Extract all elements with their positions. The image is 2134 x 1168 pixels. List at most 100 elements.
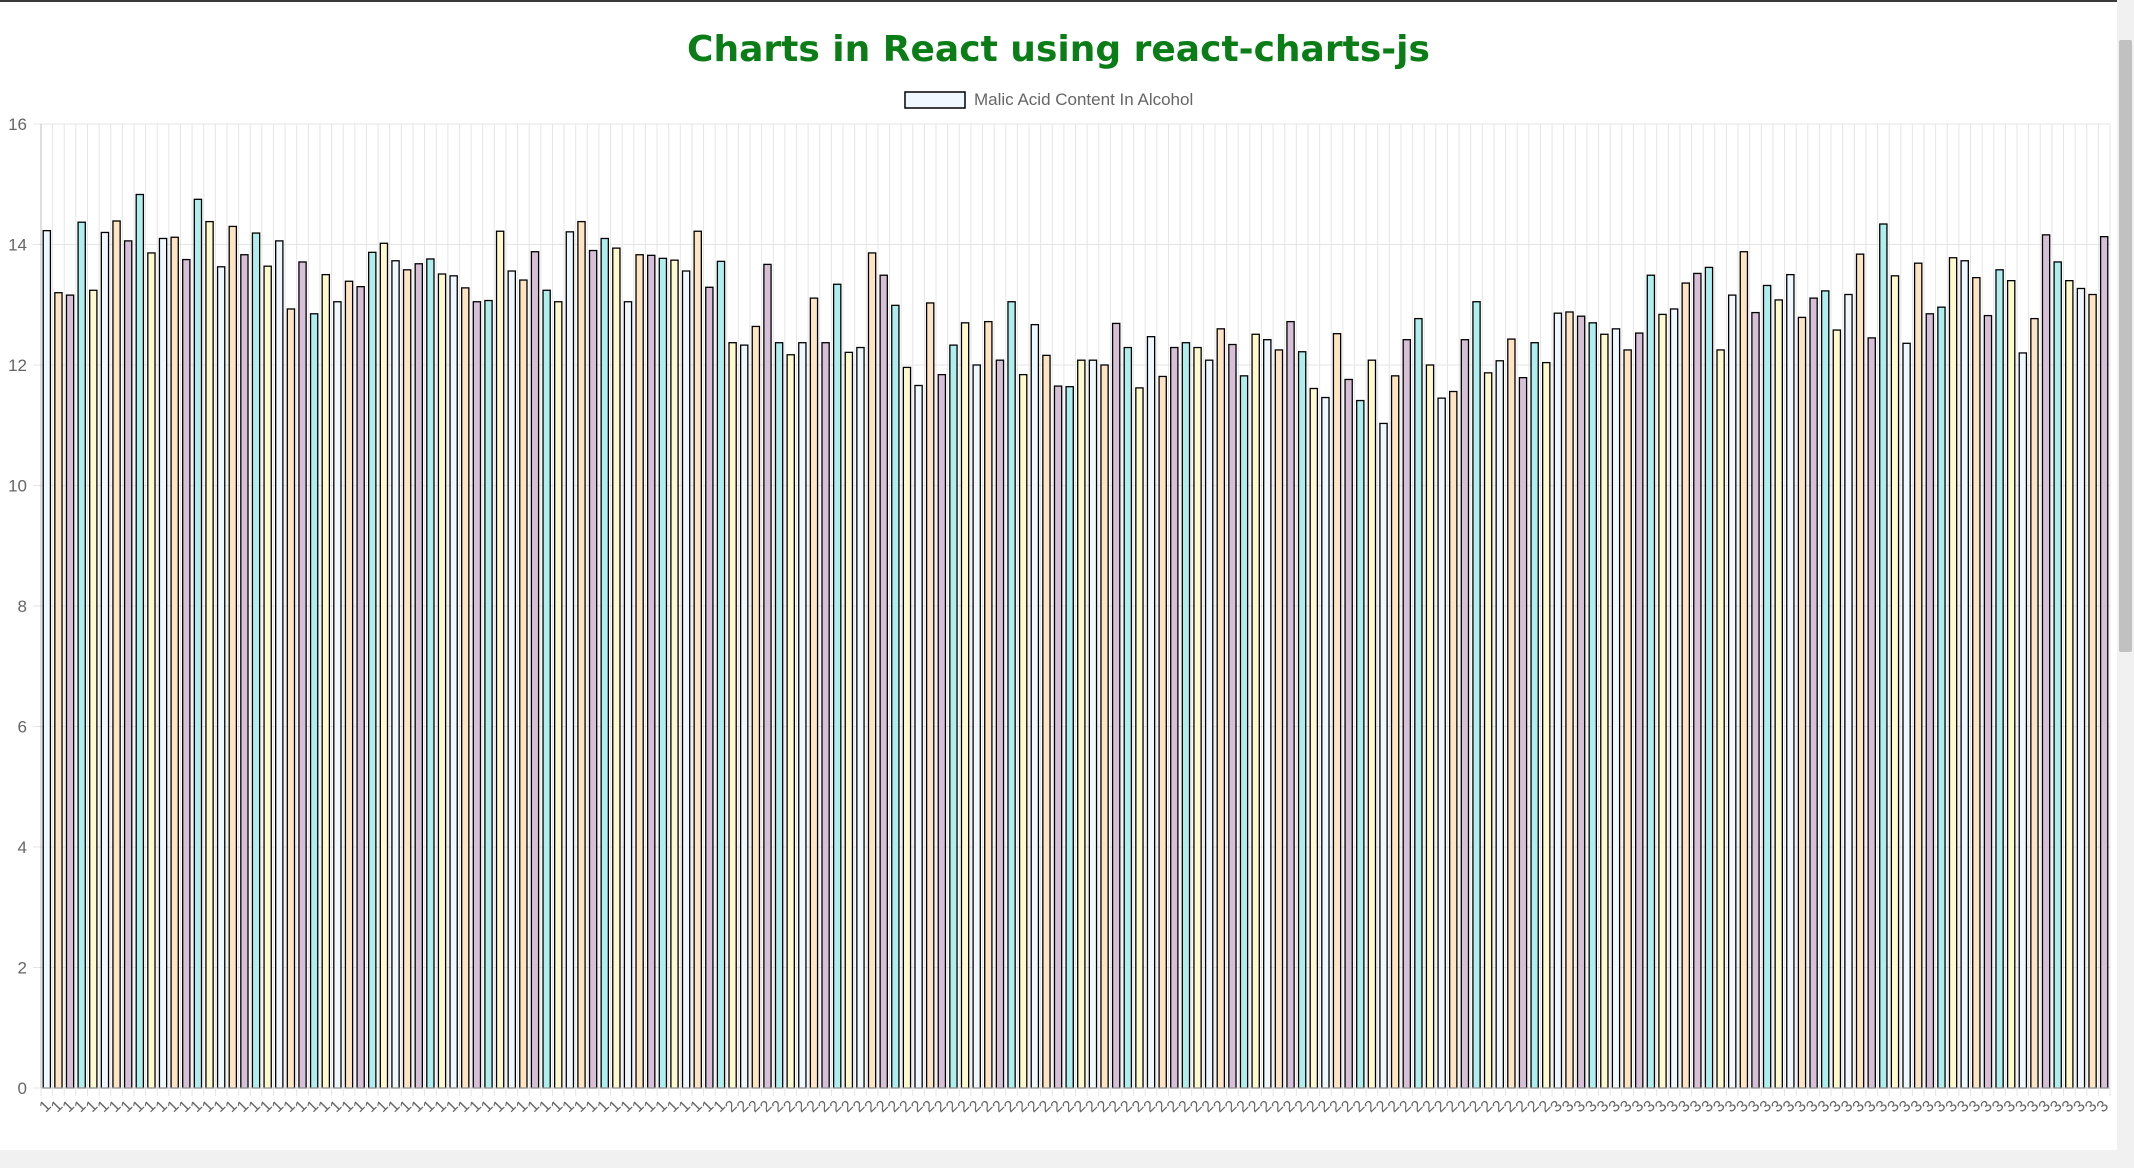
bar[interactable] [774, 342, 784, 1089]
bar[interactable] [368, 251, 377, 1089]
bar[interactable] [391, 260, 400, 1089]
bar[interactable] [356, 286, 365, 1089]
bar[interactable] [1518, 377, 1528, 1089]
bar[interactable] [1553, 312, 1563, 1089]
bar[interactable] [879, 274, 888, 1089]
bar[interactable] [1867, 337, 1876, 1089]
bar[interactable] [1786, 273, 1795, 1089]
bar[interactable] [1937, 306, 1946, 1089]
bar[interactable] [309, 313, 319, 1089]
bar[interactable] [681, 270, 691, 1089]
bar[interactable] [1948, 257, 1958, 1089]
bar[interactable] [2053, 261, 2062, 1089]
bar[interactable] [1797, 316, 1807, 1089]
bar[interactable] [1716, 349, 1725, 1089]
bar[interactable] [1890, 275, 1900, 1089]
bar[interactable] [42, 229, 52, 1089]
bar[interactable] [1634, 332, 1644, 1089]
bar[interactable] [193, 198, 203, 1089]
bar[interactable] [1530, 342, 1539, 1089]
horizontal-scrollbar[interactable] [0, 1150, 2134, 1168]
bar[interactable] [507, 270, 517, 1089]
bar[interactable] [1983, 314, 1993, 1089]
bar[interactable] [588, 249, 598, 1089]
bar[interactable] [2065, 279, 2074, 1089]
bar[interactable] [414, 263, 424, 1089]
bar[interactable] [1356, 399, 1365, 1089]
bar[interactable] [1123, 346, 1133, 1089]
bar[interactable] [1181, 342, 1191, 1089]
bar[interactable] [1321, 396, 1330, 1089]
bar[interactable] [2018, 352, 2028, 1089]
bar[interactable] [1100, 364, 1109, 1089]
bar[interactable] [1007, 301, 1016, 1089]
bar[interactable] [2076, 287, 2086, 1089]
bar[interactable] [1030, 323, 1040, 1089]
bar[interactable] [1855, 253, 1865, 1089]
bar[interactable] [147, 252, 156, 1089]
bar[interactable] [1472, 301, 1481, 1089]
bar[interactable] [1809, 297, 1818, 1089]
bar[interactable] [1111, 322, 1121, 1089]
bar[interactable] [530, 251, 540, 1089]
bar[interactable] [960, 322, 970, 1089]
bar[interactable] [925, 302, 935, 1089]
bar[interactable] [402, 269, 412, 1089]
bar[interactable] [1693, 272, 1702, 1089]
bar[interactable] [54, 292, 63, 1089]
bar[interactable] [158, 237, 168, 1089]
bar[interactable] [484, 299, 493, 1089]
bar[interactable] [205, 220, 214, 1089]
bar[interactable] [1251, 333, 1260, 1089]
bar[interactable] [1309, 387, 1319, 1089]
bar[interactable] [135, 193, 145, 1089]
bar[interactable] [1332, 333, 1342, 1089]
bar[interactable] [1960, 260, 1969, 1089]
bar[interactable] [1972, 276, 1981, 1089]
bar[interactable] [844, 351, 854, 1089]
bar[interactable] [1727, 294, 1737, 1089]
bar[interactable] [228, 225, 238, 1089]
bar[interactable] [693, 230, 702, 1089]
bar[interactable] [705, 286, 714, 1089]
bar[interactable] [1379, 422, 1388, 1089]
bar[interactable] [1669, 308, 1679, 1089]
bar[interactable] [1193, 346, 1202, 1089]
bar[interactable] [1146, 336, 1156, 1089]
bar[interactable] [495, 230, 505, 1089]
bar[interactable] [1565, 311, 1574, 1089]
bar[interactable] [1414, 317, 1423, 1089]
bar[interactable] [914, 384, 923, 1089]
legend-swatch[interactable] [904, 91, 966, 109]
bar[interactable] [995, 359, 1005, 1089]
bar[interactable] [1088, 359, 1098, 1089]
bar[interactable] [1344, 378, 1353, 1089]
bar[interactable] [170, 236, 179, 1089]
bar[interactable] [1751, 311, 1760, 1089]
bar[interactable] [298, 261, 307, 1089]
bar[interactable] [65, 294, 75, 1089]
bar[interactable] [449, 275, 458, 1089]
bar[interactable] [832, 283, 842, 1089]
bar[interactable] [623, 301, 633, 1089]
bar[interactable] [1739, 251, 1749, 1089]
bar[interactable] [1158, 375, 1167, 1089]
vertical-scrollbar-thumb[interactable] [2119, 40, 2132, 652]
bar[interactable] [716, 260, 726, 1089]
bar[interactable] [891, 304, 900, 1089]
bar[interactable] [437, 273, 447, 1089]
bar[interactable] [867, 252, 877, 1089]
bar[interactable] [635, 254, 644, 1089]
bar[interactable] [1042, 354, 1051, 1089]
bar[interactable] [646, 254, 656, 1089]
bar[interactable] [728, 342, 737, 1089]
bar[interactable] [240, 254, 249, 1089]
bar[interactable] [461, 287, 470, 1089]
bar[interactable] [565, 231, 575, 1089]
bar[interactable] [1646, 274, 1656, 1089]
bar[interactable] [379, 242, 389, 1089]
bar[interactable] [1913, 262, 1923, 1089]
bar[interactable] [2099, 236, 2109, 1089]
bar[interactable] [1879, 223, 1888, 1089]
bar[interactable] [1925, 313, 1935, 1089]
